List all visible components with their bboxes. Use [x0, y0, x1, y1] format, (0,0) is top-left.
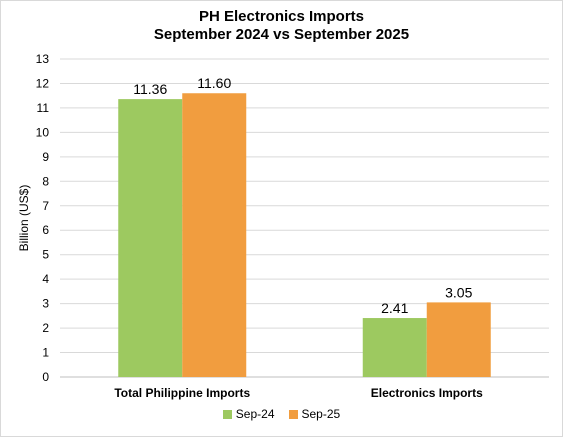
- y-tick-label-9: 9: [42, 150, 49, 164]
- x-tick-label-0: Total Philippine Imports: [114, 386, 250, 400]
- data-label-sep-24-0: 11.36: [133, 81, 167, 97]
- x-tick-label-1: Electronics Imports: [371, 386, 483, 400]
- bar-sep-24-0: [118, 99, 183, 378]
- y-tick-label-5: 5: [42, 248, 49, 262]
- data-label-sep-24-1: 2.41: [381, 300, 408, 316]
- y-tick-label-10: 10: [36, 125, 50, 139]
- bar-sep-24-1: [362, 318, 427, 377]
- y-tick-label-1: 1: [42, 346, 49, 360]
- y-tick-label-4: 4: [42, 272, 49, 286]
- y-tick-label-6: 6: [42, 223, 49, 237]
- chart-title-block: PH Electronics Imports September 2024 vs…: [0, 8, 563, 44]
- y-tick-label-13: 13: [36, 52, 50, 66]
- legend: Sep-24 Sep-25: [0, 407, 563, 421]
- bar-sep-25-1: [426, 302, 491, 377]
- y-tick-label-11: 11: [37, 101, 50, 115]
- bar-sep-25-0: [182, 93, 247, 377]
- y-tick-label-12: 12: [36, 76, 50, 90]
- legend-label-sep-24: Sep-24: [235, 407, 275, 421]
- y-tick-label-3: 3: [42, 297, 49, 311]
- y-tick-label-0: 0: [42, 370, 49, 384]
- legend-swatch-sep-25: [288, 409, 298, 419]
- data-label-sep-25-0: 11.60: [197, 75, 231, 91]
- chart-subtitle: September 2024 vs September 2025: [153, 26, 410, 43]
- y-tick-label-2: 2: [42, 321, 49, 335]
- y-tick-label-7: 7: [42, 199, 49, 213]
- legend-swatch-sep-24: [222, 409, 232, 419]
- chart-title: PH Electronics Imports: [198, 8, 365, 25]
- data-label-sep-25-1: 3.05: [445, 284, 472, 300]
- legend-item-sep-25: Sep-25: [288, 407, 341, 421]
- legend-item-sep-24: Sep-24: [222, 407, 275, 421]
- y-axis-label: Billion (US$): [17, 185, 31, 252]
- y-tick-label-8: 8: [42, 174, 49, 188]
- legend-label-sep-25: Sep-25: [301, 407, 341, 421]
